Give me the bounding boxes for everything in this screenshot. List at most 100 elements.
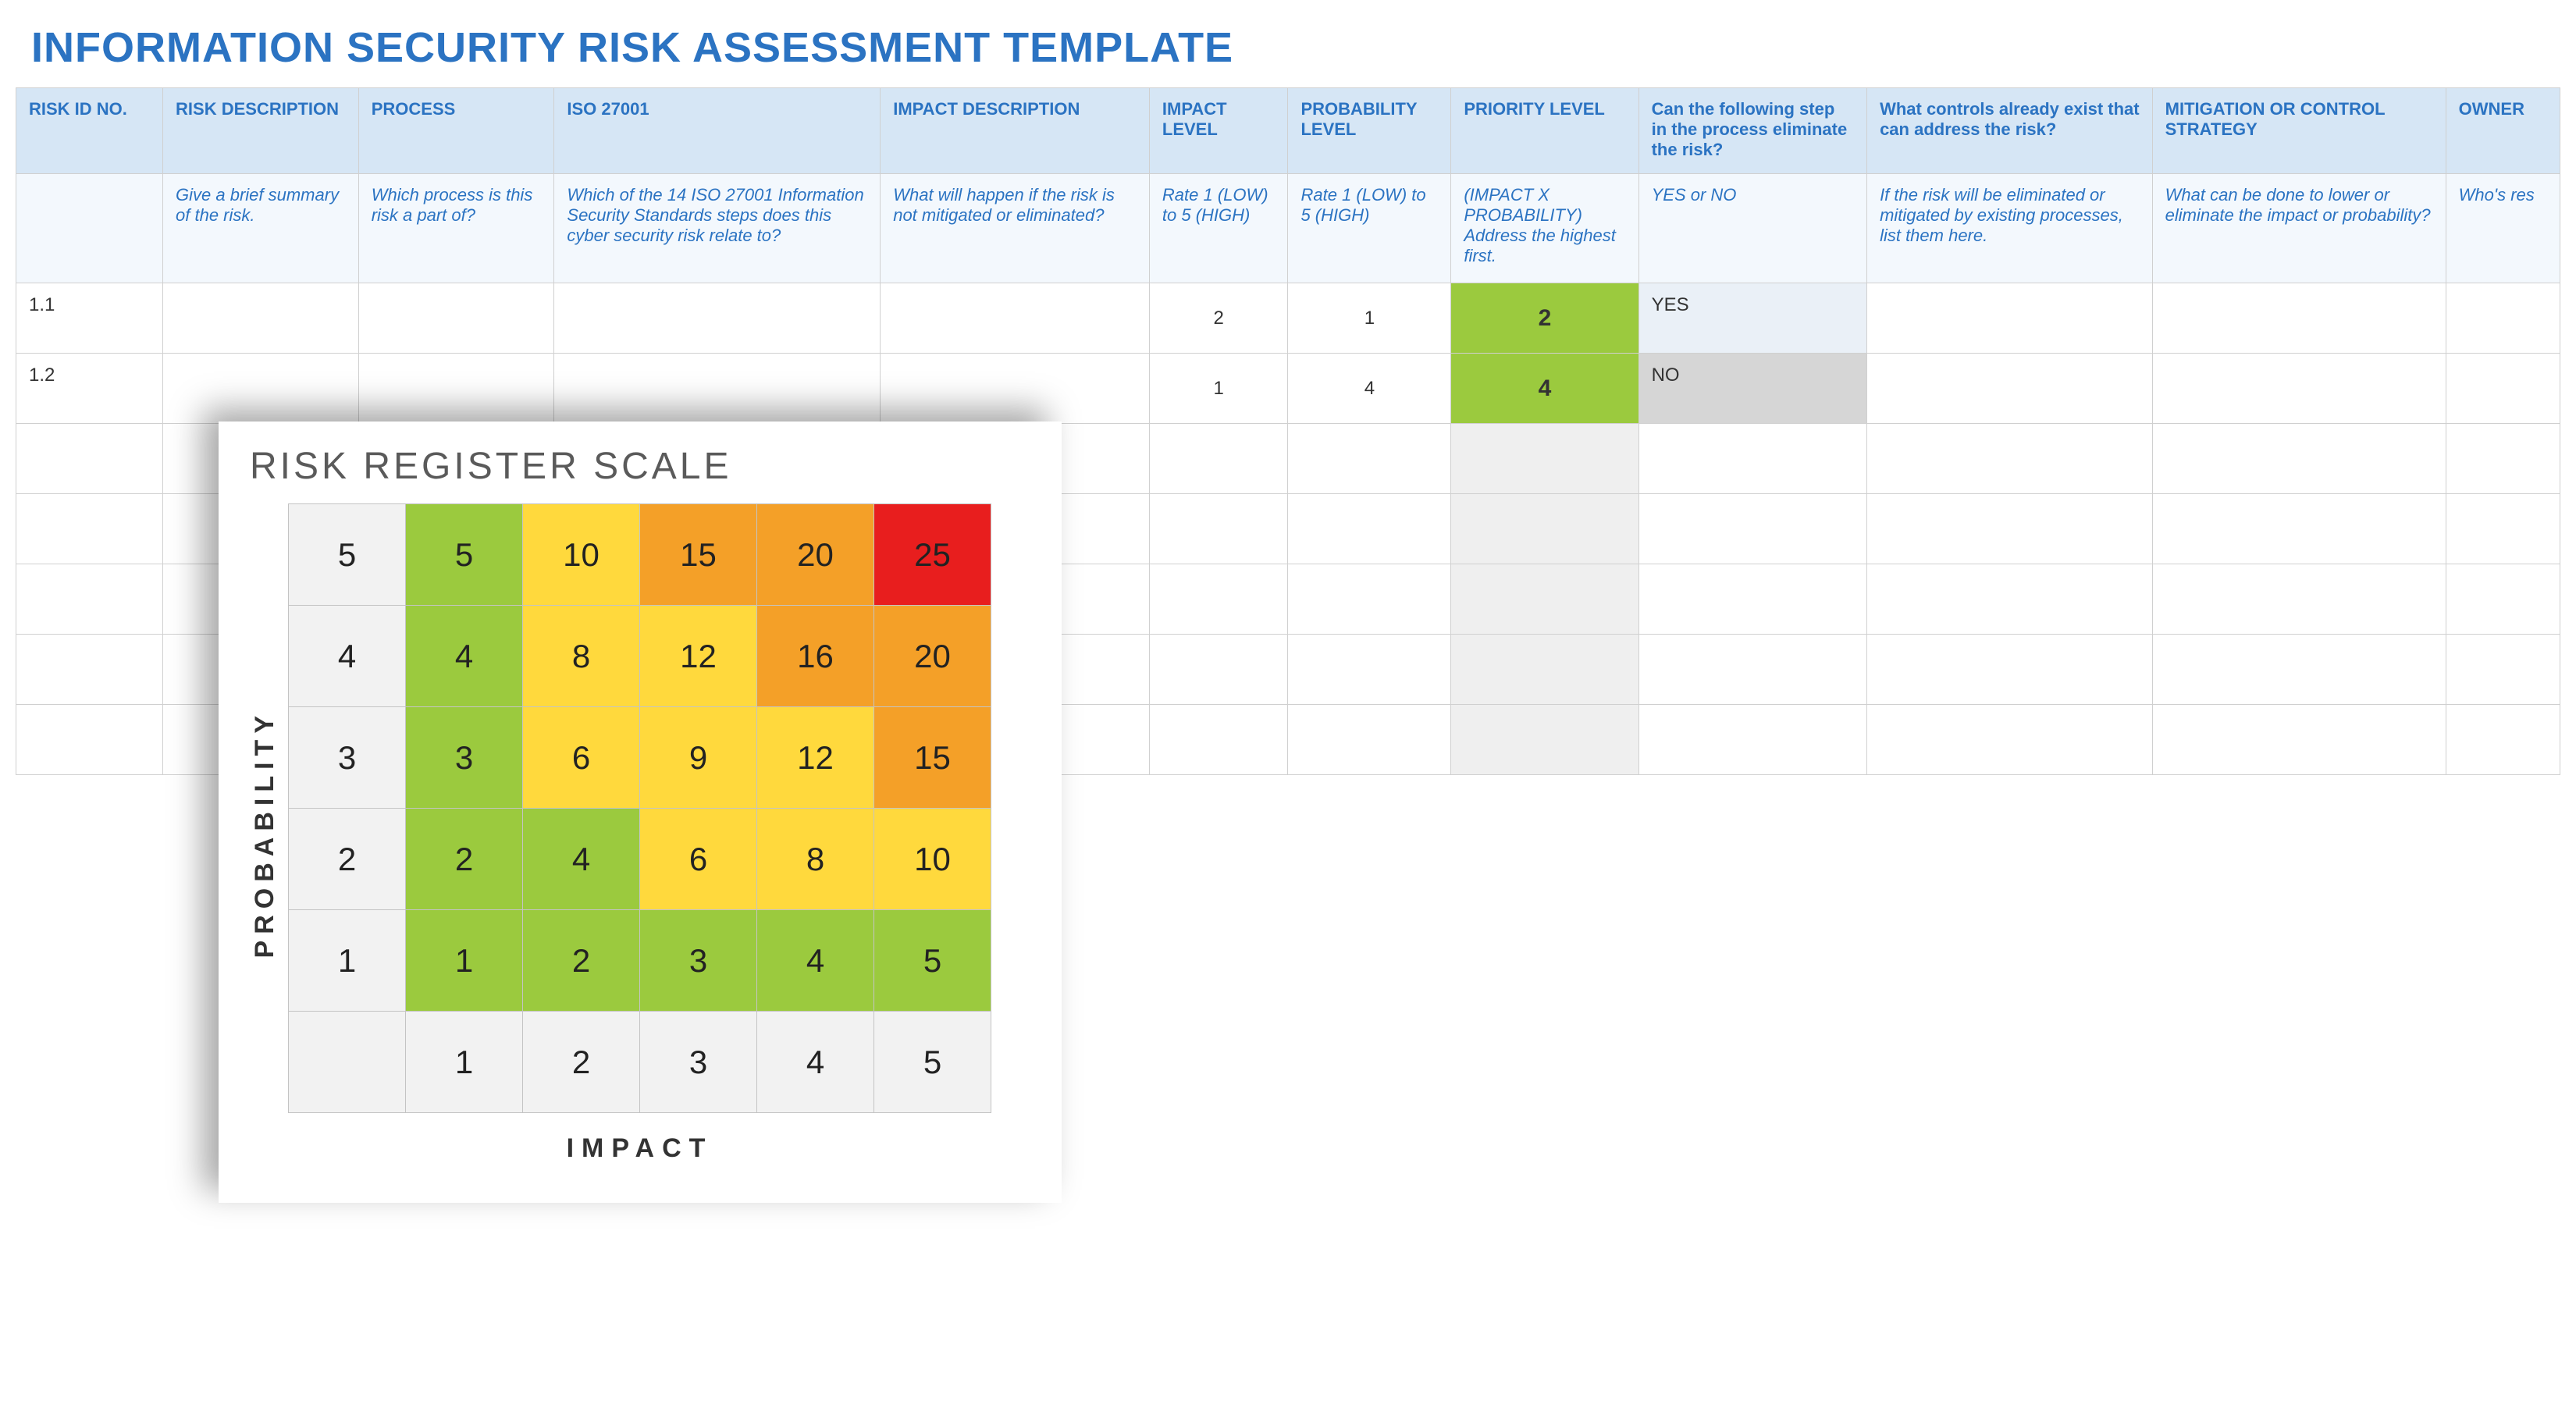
cell-mitigation[interactable] [2152, 494, 2446, 564]
cell-prob_level[interactable] [1288, 494, 1451, 564]
risk-cell: 8 [523, 606, 640, 707]
col-help-owner: Who's res [2446, 174, 2560, 283]
cell-impact_level[interactable] [1149, 424, 1288, 494]
cell-mitigation[interactable] [2152, 283, 2446, 354]
risk-register-title: RISK REGISTER SCALE [250, 445, 1030, 488]
cell-risk_id[interactable] [16, 635, 163, 705]
risk-cell: 5 [874, 910, 991, 1012]
col-header-mitigation: MITIGATION OR CONTROL STRATEGY [2152, 88, 2446, 174]
col-header-eliminate: Can the following step in the process el… [1638, 88, 1866, 174]
cell-owner[interactable] [2446, 424, 2560, 494]
col-help-eliminate: YES or NO [1638, 174, 1866, 283]
cell-impact_level[interactable] [1149, 564, 1288, 635]
cell-priority[interactable] [1451, 635, 1638, 705]
prob-label: 3 [289, 707, 406, 809]
col-help-process: Which process is this risk a part of? [358, 174, 554, 283]
cell-priority[interactable] [1451, 564, 1638, 635]
cell-risk_desc[interactable] [163, 354, 359, 424]
cell-controls[interactable] [1867, 354, 2153, 424]
cell-risk_desc[interactable] [163, 283, 359, 354]
col-help-prob_level: Rate 1 (LOW) to 5 (HIGH) [1288, 174, 1451, 283]
cell-mitigation[interactable] [2152, 424, 2446, 494]
cell-eliminate[interactable] [1638, 424, 1866, 494]
cell-mitigation[interactable] [2152, 564, 2446, 635]
cell-mitigation[interactable] [2152, 354, 2446, 424]
cell-controls[interactable] [1867, 494, 2153, 564]
cell-priority[interactable]: 4 [1451, 354, 1638, 424]
risk-cell: 1 [406, 910, 523, 1012]
impact-label: 1 [406, 1012, 523, 1113]
y-axis-label: PROBABILITY [250, 710, 280, 958]
table-row: 1.1212YES [16, 283, 2560, 354]
prob-label: 1 [289, 910, 406, 1012]
cell-prob_level[interactable] [1288, 424, 1451, 494]
cell-impact_level[interactable] [1149, 494, 1288, 564]
cell-risk_id[interactable]: 1.2 [16, 354, 163, 424]
risk-cell: 16 [757, 606, 874, 707]
cell-risk_id[interactable] [16, 494, 163, 564]
risk-cell: 5 [406, 504, 523, 606]
col-header-process: PROCESS [358, 88, 554, 174]
cell-owner[interactable] [2446, 283, 2560, 354]
risk-cell: 10 [523, 504, 640, 606]
cell-priority[interactable] [1451, 424, 1638, 494]
cell-eliminate[interactable] [1638, 564, 1866, 635]
cell-owner[interactable] [2446, 354, 2560, 424]
cell-risk_id[interactable]: 1.1 [16, 283, 163, 354]
cell-controls[interactable] [1867, 283, 2153, 354]
cell-controls[interactable] [1867, 635, 2153, 705]
cell-owner[interactable] [2446, 494, 2560, 564]
risk-cell: 2 [406, 809, 523, 910]
cell-process[interactable] [358, 354, 554, 424]
cell-mitigation[interactable] [2152, 705, 2446, 775]
cell-impact_desc[interactable] [881, 354, 1150, 424]
risk-cell: 6 [523, 707, 640, 809]
risk-cell: 4 [757, 910, 874, 1012]
cell-risk_id[interactable] [16, 424, 163, 494]
col-help-risk_desc: Give a brief summary of the risk. [163, 174, 359, 283]
col-help-risk_id [16, 174, 163, 283]
risk-cell: 15 [640, 504, 757, 606]
risk-cell: 4 [523, 809, 640, 910]
cell-priority[interactable] [1451, 705, 1638, 775]
x-axis-label: IMPACT [288, 1133, 991, 1164]
cell-eliminate[interactable] [1638, 705, 1866, 775]
cell-prob_level[interactable]: 4 [1288, 354, 1451, 424]
cell-prob_level[interactable] [1288, 635, 1451, 705]
cell-risk_id[interactable] [16, 705, 163, 775]
cell-mitigation[interactable] [2152, 635, 2446, 705]
cell-eliminate[interactable] [1638, 494, 1866, 564]
cell-impact_level[interactable] [1149, 635, 1288, 705]
cell-impact_desc[interactable] [881, 283, 1150, 354]
risk-cell: 4 [406, 606, 523, 707]
col-header-risk_desc: RISK DESCRIPTION [163, 88, 359, 174]
cell-eliminate[interactable]: NO [1638, 354, 1866, 424]
cell-owner[interactable] [2446, 705, 2560, 775]
cell-priority[interactable]: 2 [1451, 283, 1638, 354]
cell-controls[interactable] [1867, 705, 2153, 775]
cell-risk_id[interactable] [16, 564, 163, 635]
impact-label: 2 [523, 1012, 640, 1113]
col-header-controls: What controls already exist that can add… [1867, 88, 2153, 174]
cell-owner[interactable] [2446, 635, 2560, 705]
col-help-controls: If the risk will be eliminated or mitiga… [1867, 174, 2153, 283]
cell-owner[interactable] [2446, 564, 2560, 635]
cell-iso[interactable] [554, 283, 881, 354]
cell-impact_level[interactable]: 1 [1149, 354, 1288, 424]
risk-cell: 12 [640, 606, 757, 707]
cell-prob_level[interactable] [1288, 564, 1451, 635]
risk-cell: 12 [757, 707, 874, 809]
col-header-priority: PRIORITY LEVEL [1451, 88, 1638, 174]
cell-prob_level[interactable] [1288, 705, 1451, 775]
cell-controls[interactable] [1867, 564, 2153, 635]
cell-iso[interactable] [554, 354, 881, 424]
cell-priority[interactable] [1451, 494, 1638, 564]
cell-impact_level[interactable] [1149, 705, 1288, 775]
col-header-owner: OWNER [2446, 88, 2560, 174]
cell-eliminate[interactable] [1638, 635, 1866, 705]
cell-prob_level[interactable]: 1 [1288, 283, 1451, 354]
cell-impact_level[interactable]: 2 [1149, 283, 1288, 354]
cell-process[interactable] [358, 283, 554, 354]
cell-controls[interactable] [1867, 424, 2153, 494]
cell-eliminate[interactable]: YES [1638, 283, 1866, 354]
